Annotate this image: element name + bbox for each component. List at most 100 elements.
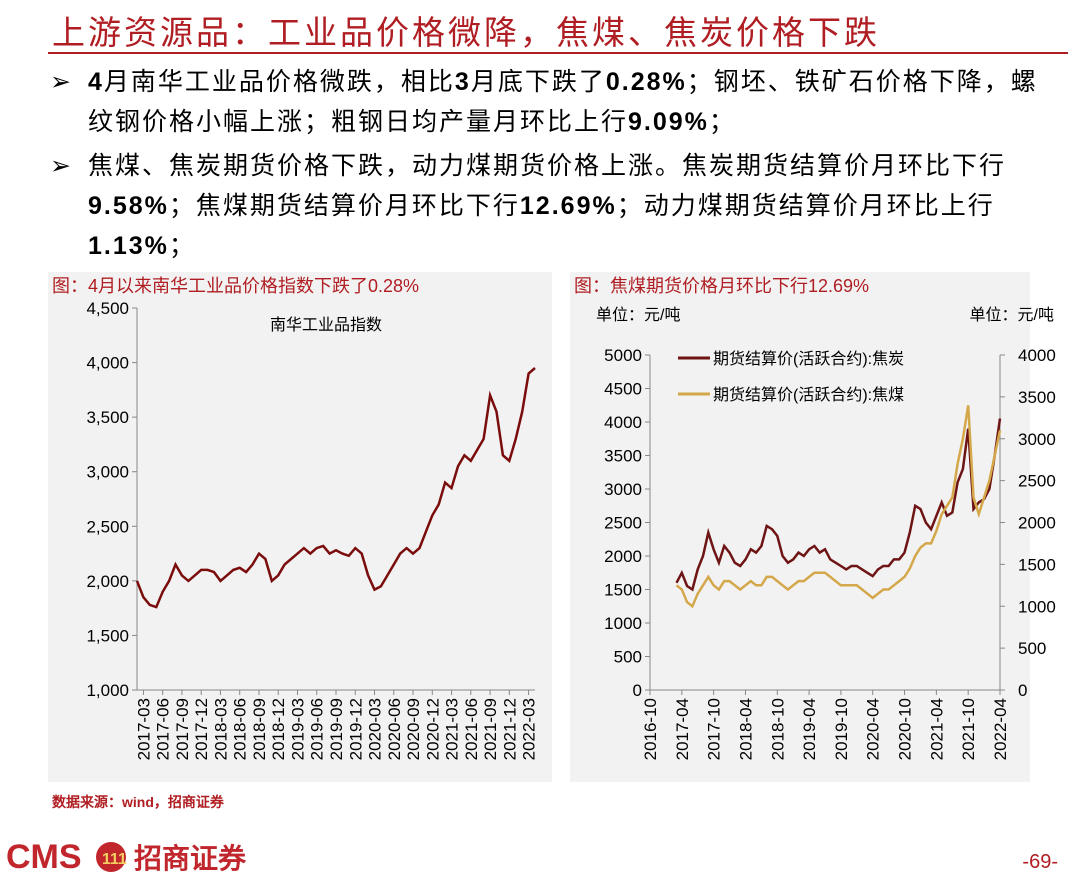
x-tick-label: 2019-06 [308, 698, 327, 760]
y-tick-label: 2500 [604, 514, 642, 533]
bullet-segment: 4 [88, 68, 104, 96]
y-tick-label: 4,000 [86, 354, 129, 373]
y-tick-label: 1500 [604, 581, 642, 600]
x-tick-label: 2021-12 [500, 698, 519, 760]
x-tick-label: 2021-06 [462, 698, 481, 760]
x-tick-label: 2018-04 [736, 698, 755, 760]
bullet-segment: 9.58% [88, 192, 169, 220]
bullet-segment: ；动力煤期货结算价月环比上行 [616, 191, 995, 220]
x-tick-label: 2020-04 [864, 698, 883, 760]
x-tick-label: 2017-06 [154, 698, 173, 760]
y-tick-label: 3500 [604, 447, 642, 466]
x-tick-label: 2017-09 [173, 698, 192, 760]
x-tick-label: 2020-09 [404, 698, 423, 760]
logo-icon-mark: 111 [102, 851, 127, 868]
bullet-segment: 0.28% [605, 68, 687, 96]
x-tick-label: 2018-12 [269, 698, 288, 760]
y2-tick-label: 1500 [1018, 555, 1056, 574]
x-tick-label: 2019-12 [346, 698, 365, 760]
x-tick-label: 2020-12 [423, 698, 442, 760]
y-tick-label: 3,000 [86, 463, 129, 482]
x-tick-label: 2017-12 [192, 698, 211, 760]
legend-label: 期货结算价(活跃合约):焦炭 [713, 349, 904, 368]
y2-axis-label: 单位：元/吨 [970, 306, 1054, 324]
logo: CMS [6, 838, 82, 876]
bullet-segment: 1.13% [88, 232, 169, 260]
x-tick-label: 2019-04 [800, 698, 819, 760]
x-tick-label: 2017-10 [705, 698, 724, 760]
y2-tick-label: 3000 [1018, 430, 1056, 449]
y2-tick-label: 2500 [1018, 472, 1056, 491]
y-tick-label: 1,000 [86, 681, 129, 700]
bullet-text: 焦煤、焦炭期货价格下跌，动力煤期货价格上涨。焦炭期货结算价月环比下行9.58%；… [88, 146, 1050, 266]
company-name: 招商证券 [134, 842, 247, 875]
y-tick-label: 3000 [604, 480, 642, 499]
x-tick-label: 2018-03 [211, 698, 230, 760]
bullet-segment: 月南华工业品价格微跌，相比 [103, 67, 455, 96]
bullet-segment: 焦煤、焦炭期货价格下跌，动力煤期货价格上涨。焦炭期货结算价月环比下行 [88, 151, 1007, 180]
x-tick-label: 2021-09 [481, 698, 500, 760]
bullet-segment: 9.09% [628, 108, 709, 136]
y-tick-label: 4,500 [86, 299, 129, 318]
bullet-segment: ；钢坯、铁矿石价格下降，螺纹钢价格小幅上涨；粗钢日均产量月环比上行 [88, 67, 1038, 136]
y2-tick-label: 2000 [1018, 514, 1056, 533]
chart-title: 图：焦煤期货价格月环比下行12.69% [574, 276, 869, 296]
y-tick-label: 0 [633, 681, 642, 700]
x-tick-label: 2019-09 [327, 698, 346, 760]
chart-panel [570, 272, 1030, 782]
x-tick-label: 2018-09 [250, 698, 269, 760]
y-axis-label: 单位：元/吨 [596, 306, 680, 324]
y-tick-label: 2,500 [86, 517, 129, 536]
y-tick-label: 1,500 [86, 626, 129, 645]
y-tick-label: 5000 [604, 346, 642, 365]
chart-panel [48, 272, 552, 782]
x-tick-label: 2020-06 [385, 698, 404, 760]
y-tick-label: 500 [614, 648, 642, 667]
source: 数据来源：wind，招商证券 [52, 794, 225, 810]
x-tick-label: 2017-03 [134, 698, 153, 760]
x-tick-label: 2016-10 [641, 698, 660, 760]
x-tick-label: 2022-03 [520, 698, 539, 760]
bullet-segment: 月底下跌了 [470, 67, 606, 96]
line [135, 367, 536, 609]
x-tick-label: 2018-06 [231, 698, 250, 760]
x-tick-label: 2019-10 [832, 698, 851, 760]
x-tick-label: 2017-04 [673, 698, 692, 760]
line [675, 418, 1002, 592]
y2-tick-label: 3500 [1018, 388, 1056, 407]
y2-tick-label: 4000 [1018, 346, 1056, 365]
line [675, 405, 1002, 609]
y-tick-label: 1000 [604, 614, 642, 633]
bullet-text: 4月南华工业品价格微跌，相比3月底下跌了0.28%；钢坯、铁矿石价格下降，螺纹钢… [88, 62, 1050, 142]
y-tick-label: 4000 [604, 413, 642, 432]
bullet-segment: ；焦煤期货结算价月环比下行 [168, 191, 520, 220]
y2-tick-label: 1000 [1018, 597, 1056, 616]
logo-icon [96, 842, 126, 872]
x-tick-label: 2020-03 [366, 698, 385, 760]
bullet-segment: 12.69% [519, 192, 617, 220]
bullet-segment: 3 [454, 68, 471, 96]
legend-label: 期货结算价(活跃合约):焦煤 [713, 385, 904, 404]
slide-title: 上游资源品：工业品价格微降，焦煤、焦炭价格下跌 [52, 13, 880, 52]
x-tick-label: 2021-04 [927, 698, 946, 760]
bullet-segment: ； [708, 107, 736, 136]
title-rule [48, 52, 1068, 54]
legend-label: 南华工业品指数 [270, 316, 382, 334]
y-tick-label: 3,500 [86, 408, 129, 427]
page-number: -69- [1022, 851, 1058, 873]
x-tick-label: 2021-03 [443, 698, 462, 760]
y2-tick-label: 500 [1018, 639, 1046, 658]
y-tick-label: 4500 [604, 380, 642, 399]
y-tick-label: 2000 [604, 547, 642, 566]
x-tick-label: 2019-03 [288, 698, 307, 760]
x-tick-label: 2020-10 [896, 698, 915, 760]
x-tick-label: 2021-10 [959, 698, 978, 760]
bullet-segment: ； [168, 231, 196, 260]
x-tick-label: 2018-10 [768, 698, 787, 760]
y2-tick-label: 0 [1018, 681, 1027, 700]
y-tick-label: 2,000 [86, 572, 129, 591]
x-tick-label: 2022-04 [991, 698, 1010, 760]
chart-title: 图：4月以来南华工业品价格指数下跌了0.28% [52, 276, 419, 296]
